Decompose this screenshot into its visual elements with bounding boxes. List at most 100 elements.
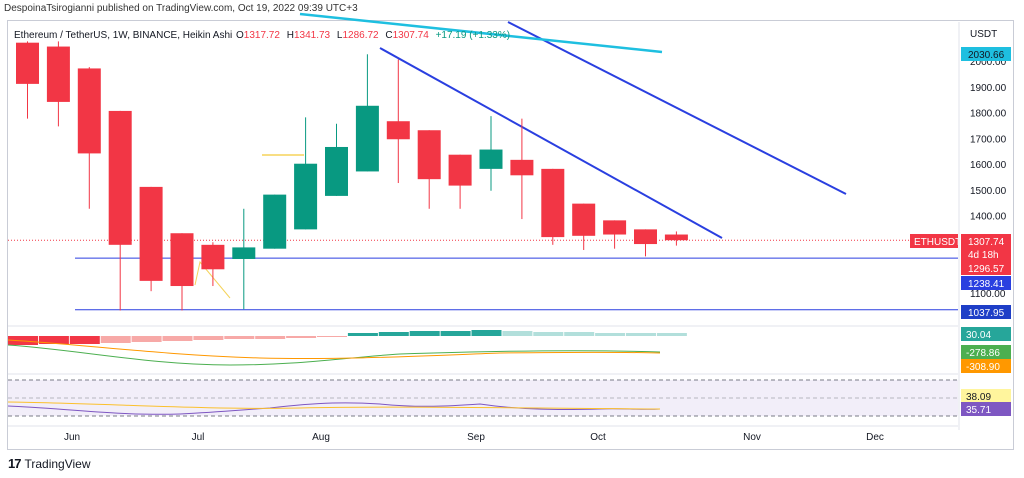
legend-close: 1307.74 [393,30,430,41]
drawings-layer [75,12,958,311]
candle-body [572,203,596,236]
time-tick-label: Aug [312,432,330,443]
time-tick-label: Oct [590,432,606,443]
candle-body [108,110,132,245]
footer-brand-label: TradingView [24,456,91,471]
rsi-tag-1[interactable]: 35.71 [961,402,1011,416]
candle-20[interactable] [634,229,657,257]
currency-label: USDT [970,29,997,40]
rsi-tag-0[interactable]: 38.09 [961,389,1011,403]
candle-17[interactable] [541,168,565,245]
candle-9[interactable] [294,117,318,230]
macd-hist-bar-6 [193,336,224,340]
candle-body [417,130,441,180]
symbol-tag[interactable]: ETHUSDT [910,234,961,248]
candles-layer [16,41,688,311]
price-tick-label: 1500.00 [970,186,1007,197]
candle-14[interactable] [448,154,472,209]
chart-frame [7,20,1014,450]
candle-body [448,154,472,186]
candle-body [603,220,627,235]
candle-15[interactable] [479,116,503,191]
legend-symbol: Ethereum / TetherUS, 1W, BINANCE, Heikin… [14,30,232,41]
candle-body [664,234,688,241]
candle-body [201,244,225,270]
legend-high: 1341.73 [294,30,331,41]
publish-header: DespoinaTsirogianni published on Trading… [4,3,358,14]
macd-hist-bar-16 [502,331,533,336]
rsi-line [7,402,661,415]
legend-close-label: C [385,30,392,41]
candle-body [77,68,101,154]
time-tick-label: Sep [467,432,485,443]
macd-tag-0[interactable]: 30.04 [961,327,1011,341]
tag-countdown[interactable]: 4d 18h [961,247,1011,261]
macd-hist-bar-14 [440,331,471,336]
macd-hist-bar-7 [224,336,255,339]
tag-1238[interactable]: 1238.41 [961,276,1011,290]
macd-hist-bar-10 [317,336,347,337]
candle-body [139,186,163,281]
candle-body [46,46,70,102]
tag-1296[interactable]: 1296.57 [961,261,1011,275]
macd-hist-bar-3 [100,336,131,343]
symbol-tag-bg [910,234,958,248]
macd-hist-bar-8 [255,336,286,339]
candle-13[interactable] [417,130,441,209]
candle-0[interactable] [16,41,39,119]
price-tick-label: 2000.00 [970,57,1007,68]
candle-18[interactable] [572,203,596,250]
candle-7[interactable] [232,208,256,310]
macd-tag-2[interactable]: -308.90 [961,359,1011,373]
candle-body [386,121,410,140]
legend-low: 1286.72 [342,30,379,41]
candle-4[interactable] [139,186,163,292]
tag-1037-bg [961,305,1011,319]
footer-brand[interactable]: 17 TradingView [8,456,91,471]
tag-1037[interactable]: 1037.95 [961,305,1011,319]
candle-8[interactable] [263,194,287,249]
tag-last-price[interactable]: 1307.74 [961,234,1011,248]
macd-hist-bar-2 [69,336,100,344]
tag-2030-label: 2030.66 [968,50,1005,61]
legend-ohlc: O1317.72 H1341.73 L1286.72 C1307.74 +17.… [236,30,510,41]
candle-3[interactable] [108,110,132,311]
candle-1[interactable] [46,41,70,127]
macd-hist-bar-19 [595,333,626,336]
candle-16[interactable] [510,118,534,220]
candle-6[interactable] [201,242,225,287]
price-tick-label: 1100.00 [970,289,1006,300]
candle-10[interactable] [325,123,348,196]
time-tick-label: Jul [192,432,205,443]
macd-tag-label: -308.90 [966,362,1000,373]
price-axis: 1100.001200.001300.001400.001500.001600.… [910,22,1011,430]
symbol-tag-label: ETHUSDT [914,237,961,248]
candle-12[interactable] [386,59,410,184]
macd-hist-bar-18 [564,332,595,336]
candle-19[interactable] [603,220,627,249]
tag-last-price-bg [961,234,1011,248]
macd-signal-line [7,339,661,360]
candle-2[interactable] [77,67,101,209]
candle-body [170,233,194,287]
macd-panel: 30.04 -278.86 -308.90 [7,325,1011,373]
macd-tag-1[interactable]: -278.86 [961,345,1011,359]
time-tick-label: Nov [743,432,761,443]
candle-5[interactable] [170,233,194,311]
candle-11[interactable] [355,54,379,172]
tag-1238-label: 1238.41 [968,279,1005,290]
tag-countdown-label: 4d 18h [968,250,999,261]
tag-1296-label: 1296.57 [968,264,1005,275]
legend-change: +17.19 (+1.33%) [436,30,511,41]
tag-last-price-label: 1307.74 [968,237,1005,248]
price-tick-label: 1600.00 [970,160,1007,171]
candle-body [355,105,379,172]
candle-body [510,159,534,176]
macd-hist-bar-12 [378,332,409,336]
macd-hist-bar-4 [131,336,162,342]
time-tick-label: Jun [64,432,80,443]
rsi-tag-label: 38.09 [966,392,991,403]
candle-21[interactable] [664,231,688,246]
tag-2030[interactable]: 2030.66 [961,47,1011,61]
